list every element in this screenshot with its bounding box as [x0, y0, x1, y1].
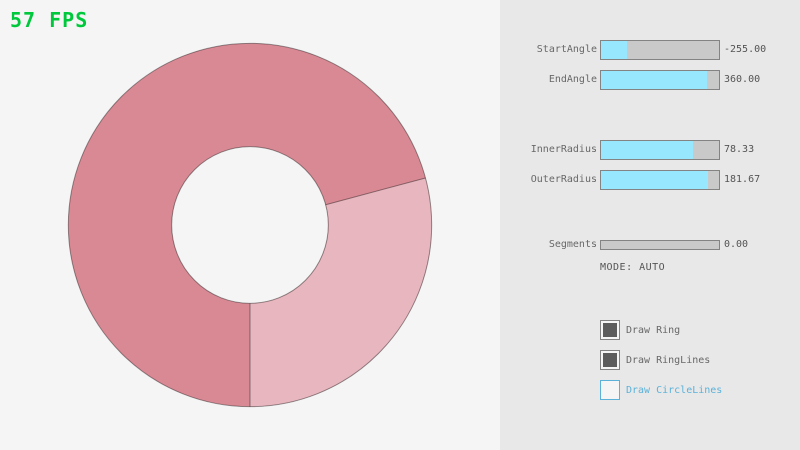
endangle-slider-fill	[601, 71, 708, 89]
startangle-slider[interactable]	[600, 40, 720, 60]
endangle-slider-row: EndAngle 360.00	[500, 70, 800, 90]
ring-graphic	[67, 42, 433, 408]
outerradius-slider-value: 181.67	[724, 174, 761, 185]
segments-slider[interactable]	[600, 240, 720, 250]
checkbox-draw-ring-box[interactable]	[600, 320, 620, 340]
innerradius-slider-fill	[601, 141, 694, 159]
startangle-slider-value: -255.00	[724, 44, 767, 55]
startangle-slider-row: StartAngle -255.00	[500, 40, 800, 60]
checkbox-draw-circlelines-label: Draw CircleLines	[626, 384, 723, 396]
checkbox-draw-ringlines-label: Draw RingLines	[626, 354, 711, 366]
startangle-slider-fill	[601, 41, 627, 59]
outerradius-slider-row: OuterRadius 181.67	[500, 170, 800, 190]
segments-slider-value: 0.00	[724, 239, 749, 250]
endangle-slider-value: 360.00	[724, 74, 761, 85]
innerradius-slider-row: InnerRadius 78.33	[500, 140, 800, 160]
fps-counter: 57 FPS	[10, 8, 89, 32]
innerradius-slider[interactable]	[600, 140, 720, 160]
innerradius-slider-label: InnerRadius	[530, 144, 597, 155]
innerradius-slider-value: 78.33	[724, 144, 755, 155]
endangle-slider[interactable]	[600, 70, 720, 90]
checkbox-draw-circlelines-box[interactable]	[600, 380, 620, 400]
controls-panel: StartAngle -255.00 EndAngle 360.00 Inner…	[500, 0, 800, 450]
mode-label: MODE: AUTO	[600, 262, 666, 273]
checkbox-draw-ringlines-box[interactable]	[600, 350, 620, 370]
startangle-slider-label: StartAngle	[536, 44, 597, 55]
endangle-slider-label: EndAngle	[548, 74, 597, 85]
checkbox-draw-circlelines[interactable]: Draw CircleLines	[600, 380, 722, 400]
segments-slider-label: Segments	[548, 239, 597, 250]
segments-slider-row: Segments 0.00	[500, 240, 800, 250]
outerradius-slider[interactable]	[600, 170, 720, 190]
checkbox-draw-ring[interactable]: Draw Ring	[600, 320, 680, 340]
checkbox-draw-ringlines[interactable]: Draw RingLines	[600, 350, 710, 370]
outerradius-slider-label: OuterRadius	[530, 174, 597, 185]
checkbox-draw-ring-label: Draw Ring	[626, 324, 681, 336]
outerradius-slider-fill	[601, 171, 709, 189]
